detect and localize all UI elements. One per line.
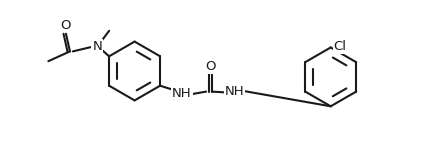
Text: Cl: Cl: [334, 40, 347, 53]
Text: O: O: [60, 19, 70, 32]
Text: N: N: [92, 40, 102, 53]
Text: NH: NH: [225, 85, 244, 98]
Text: NH: NH: [172, 87, 191, 100]
Text: O: O: [205, 60, 215, 73]
